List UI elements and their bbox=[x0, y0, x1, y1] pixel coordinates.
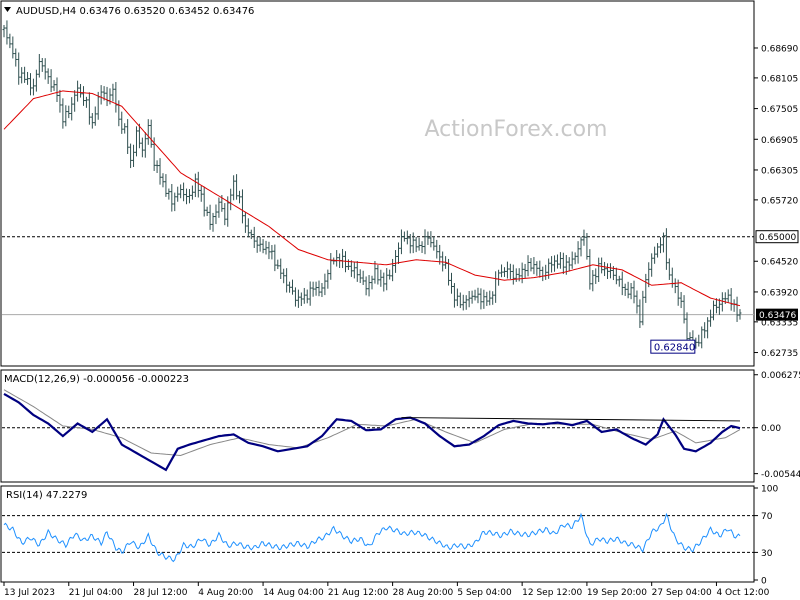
chart-title: AUDUSD,H4 0.63476 0.63520 0.63452 0.6347… bbox=[16, 6, 254, 17]
x-tick-label: 28 Aug 20:00 bbox=[393, 588, 454, 598]
price-tick-label: 0.65720 bbox=[761, 196, 798, 206]
watermark: ActionForex.com bbox=[425, 117, 608, 142]
moving-average-line bbox=[3, 90, 741, 307]
x-tick-label: 5 Sep 04:00 bbox=[457, 588, 512, 598]
x-tick-label: 27 Sep 04:00 bbox=[652, 588, 712, 598]
price-tick-label: 0.68690 bbox=[761, 44, 798, 54]
macd-plot bbox=[2, 389, 754, 472]
rsi-title: RSI(14) 47.2279 bbox=[6, 490, 87, 501]
macd-tick-label: 0.006275 bbox=[761, 371, 800, 381]
rsi-tick-label: 0 bbox=[761, 577, 767, 587]
low-label-box bbox=[650, 339, 696, 354]
rsi-tick-label: 30 bbox=[761, 549, 773, 559]
price-plot: 0.62840 bbox=[2, 20, 754, 354]
price-tick-label: 0.62735 bbox=[761, 349, 798, 359]
macd-line bbox=[3, 392, 741, 472]
price-panel-frame bbox=[0, 0, 755, 367]
macd-title: MACD(12,26,9) -0.000056 -0.000223 bbox=[4, 374, 189, 385]
x-tick-label: 4 Oct 12:00 bbox=[716, 588, 769, 598]
x-tick-label: 12 Sep 12:00 bbox=[522, 588, 582, 598]
price-tick-label: 0.67505 bbox=[761, 105, 798, 115]
macd-panel-frame bbox=[0, 369, 755, 483]
x-tick-label: 21 Aug 12:00 bbox=[328, 588, 389, 598]
rsi-tick-label: 100 bbox=[761, 485, 778, 495]
x-tick-label: 28 Jul 12:00 bbox=[134, 588, 188, 598]
price-tick-label: 0.68105 bbox=[761, 74, 798, 84]
current-price-box bbox=[756, 308, 798, 321]
level-label: 0.65000 bbox=[759, 233, 796, 243]
rsi-tick-label: 70 bbox=[761, 512, 773, 522]
macd-tick-label: -0.005446 bbox=[761, 470, 800, 480]
axis-labels: 0.68690 0.68105 0.67505 0.66905 0.66305 0.657… bbox=[3, 44, 800, 598]
macd-tick-label: 0.00 bbox=[761, 424, 781, 434]
macd-signal-line bbox=[3, 389, 741, 457]
current-price-label: 0.63476 bbox=[759, 311, 796, 321]
price-tick-label: 0.63335 bbox=[761, 318, 798, 328]
dropdown-triangle-icon[interactable] bbox=[4, 7, 11, 12]
x-tick-label: 4 Aug 20:00 bbox=[198, 588, 253, 598]
x-tick-label: 19 Sep 20:00 bbox=[587, 588, 647, 598]
x-tick-label: 13 Jul 2023 bbox=[4, 588, 55, 598]
price-tick-label: 0.66905 bbox=[761, 136, 798, 146]
x-tick-label: 21 Jul 04:00 bbox=[69, 588, 123, 598]
price-tick-label: 0.63920 bbox=[761, 288, 798, 298]
price-tick-label: 0.64520 bbox=[761, 258, 798, 268]
macd-trend-line bbox=[401, 417, 741, 422]
rsi-line bbox=[3, 512, 741, 563]
level-label-box bbox=[755, 230, 799, 244]
rsi-plot bbox=[2, 512, 754, 563]
price-tick-label: 0.66305 bbox=[761, 166, 798, 176]
low-label: 0.62840 bbox=[654, 343, 695, 354]
x-tick-label: 14 Aug 04:00 bbox=[263, 588, 324, 598]
